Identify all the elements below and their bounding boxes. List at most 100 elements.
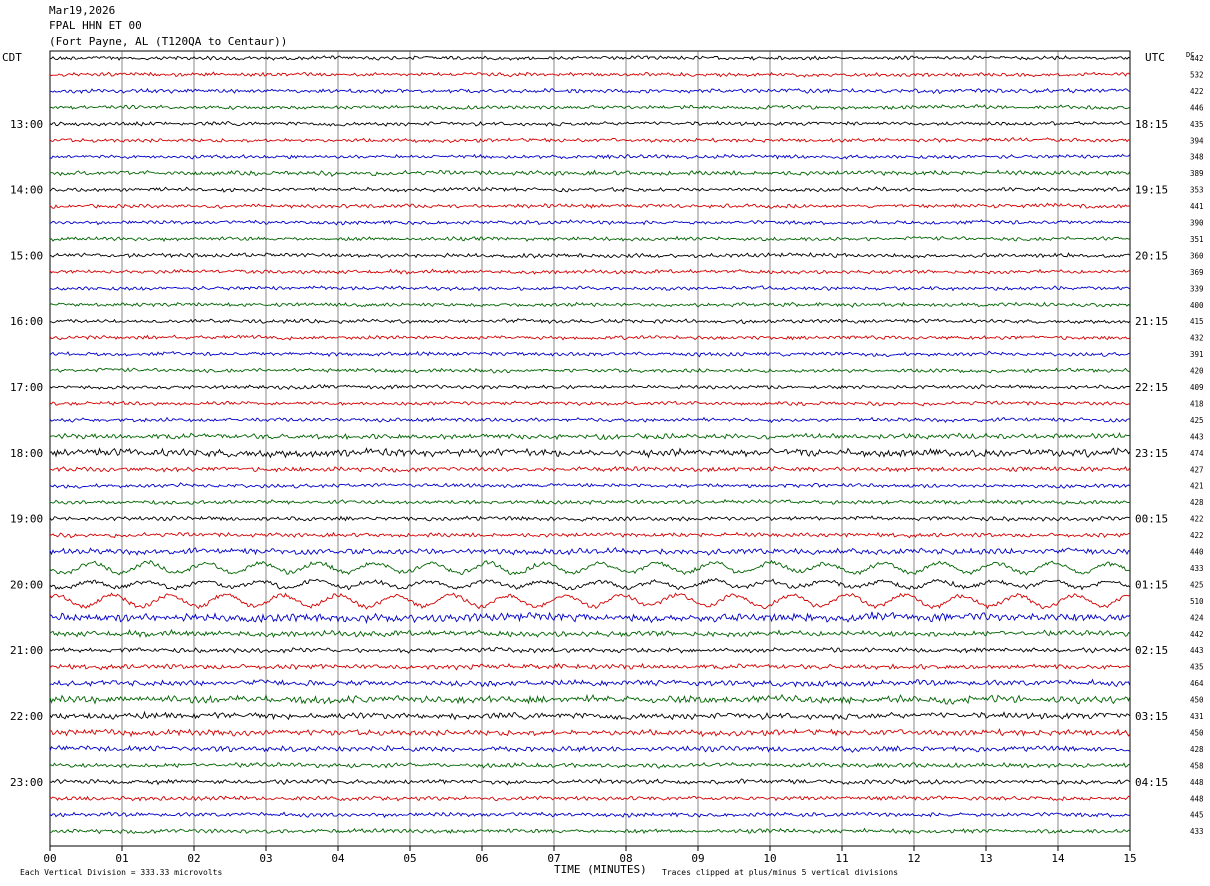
seismic-trace — [49, 592, 1131, 610]
dc-value: 532 — [1190, 70, 1204, 79]
seismic-trace — [49, 628, 1131, 639]
seismic-trace — [49, 611, 1131, 625]
seismic-trace — [49, 55, 1131, 61]
seismic-trace — [49, 251, 1131, 259]
dc-value: 510 — [1190, 597, 1204, 606]
seismic-trace — [49, 710, 1131, 721]
utc-hour-label: 00:15 — [1135, 513, 1168, 526]
x-tick-label: 11 — [835, 852, 848, 865]
x-axis-title: TIME (MINUTES) — [554, 863, 647, 876]
seismic-trace — [49, 416, 1131, 424]
utc-hour-label: 01:15 — [1135, 578, 1168, 591]
clip-note: Traces clipped at plus/minus 5 vertical … — [662, 868, 898, 877]
cdt-hour-label: 14:00 — [10, 184, 43, 197]
seismic-trace — [49, 350, 1131, 358]
seismic-trace — [49, 447, 1131, 459]
utc-hour-label: 22:15 — [1135, 381, 1168, 394]
x-tick-label: 00 — [43, 852, 56, 865]
seismic-trace — [49, 778, 1131, 786]
dc-value: 431 — [1190, 712, 1204, 721]
seismic-trace — [49, 219, 1131, 226]
seismic-trace — [49, 559, 1131, 576]
dc-value: 415 — [1190, 317, 1204, 326]
seismic-trace — [49, 235, 1131, 242]
seismic-trace — [49, 169, 1131, 177]
station-location: (Fort Payne, AL (T120QA to Centaur)) — [49, 35, 288, 48]
dc-value: 348 — [1190, 153, 1204, 162]
dc-value: 442 — [1190, 630, 1204, 639]
seismic-trace — [49, 202, 1131, 209]
left-axis-title: CDT — [2, 51, 22, 64]
seismic-trace — [49, 186, 1131, 193]
x-tick-label: 08 — [619, 852, 632, 865]
utc-hour-label: 19:15 — [1135, 184, 1168, 197]
dc-value: 409 — [1190, 383, 1204, 392]
dc-value: 450 — [1190, 728, 1204, 737]
cdt-hour-label: 19:00 — [10, 513, 43, 526]
plot-frame — [49, 50, 1131, 847]
seismic-trace — [49, 795, 1131, 802]
seismic-trace — [49, 301, 1131, 308]
dc-value: 351 — [1190, 235, 1204, 244]
dc-value: 421 — [1190, 482, 1204, 491]
dc-value: 450 — [1190, 696, 1204, 705]
x-tick-label: 14 — [1051, 852, 1065, 865]
dc-value: 390 — [1190, 219, 1204, 228]
dc-value: 418 — [1190, 399, 1204, 408]
dc-value: 400 — [1190, 301, 1204, 310]
seismic-trace — [49, 268, 1131, 275]
dc-value: 440 — [1190, 548, 1204, 557]
seismic-trace — [49, 334, 1131, 341]
x-tick-label: 06 — [475, 852, 488, 865]
seismic-trace — [49, 827, 1131, 835]
dc-value: 435 — [1190, 663, 1204, 672]
seismic-trace — [49, 646, 1131, 654]
seismic-trace — [50, 498, 1131, 506]
dc-value: 432 — [1190, 334, 1204, 343]
cdt-hour-label: 18:00 — [10, 447, 43, 460]
dc-value: 428 — [1190, 498, 1204, 507]
utc-hour-label: 18:15 — [1135, 118, 1168, 131]
dc-value: 422 — [1190, 531, 1204, 540]
x-tick-label: 03 — [259, 852, 272, 865]
x-tick-label: 01 — [115, 852, 128, 865]
seismic-trace — [49, 531, 1131, 539]
x-tick-label: 09 — [691, 852, 704, 865]
seismic-trace — [49, 153, 1131, 160]
dc-value: 427 — [1190, 465, 1204, 474]
minute-gridlines — [49, 51, 1131, 851]
scale-note: Each Vertical Division = 333.33 microvol… — [20, 868, 222, 877]
dc-value: 394 — [1190, 136, 1204, 145]
cdt-hour-label: 15:00 — [10, 249, 43, 262]
dc-value: 369 — [1190, 268, 1204, 277]
x-tick-label: 04 — [331, 852, 345, 865]
dc-value: 443 — [1190, 432, 1204, 441]
seismic-trace — [49, 744, 1131, 753]
dc-value: 389 — [1190, 169, 1204, 178]
utc-hour-label: 04:15 — [1135, 776, 1168, 789]
utc-hour-label: 21:15 — [1135, 315, 1168, 328]
dc-value: 433 — [1190, 827, 1204, 836]
dc-value: 433 — [1190, 564, 1204, 573]
seismic-trace — [49, 761, 1131, 769]
seismic-trace — [50, 465, 1131, 473]
seismic-trace — [49, 482, 1131, 489]
dc-value: 446 — [1190, 103, 1204, 112]
seismic-trace — [49, 384, 1131, 390]
seismic-trace — [49, 811, 1131, 819]
dc-value: 339 — [1190, 284, 1204, 293]
seismic-trace — [49, 662, 1131, 671]
dc-value: 425 — [1190, 580, 1204, 589]
axis-labels: 00 01 02 03 04 05 06 07 08 09 10 11 12 13 14 15 13:00 18:… — [10, 54, 1204, 865]
dc-value: 464 — [1190, 679, 1204, 688]
cdt-hour-label: 21:00 — [10, 644, 43, 657]
dc-value: 474 — [1190, 449, 1204, 458]
x-tick-label: 15 — [1123, 852, 1136, 865]
cdt-hour-label: 22:00 — [10, 710, 43, 723]
dc-value: 445 — [1190, 811, 1204, 820]
dc-value: 424 — [1190, 613, 1204, 622]
dc-value: 435 — [1190, 120, 1204, 129]
seismic-trace — [49, 71, 1131, 78]
dc-value: 391 — [1190, 350, 1204, 359]
